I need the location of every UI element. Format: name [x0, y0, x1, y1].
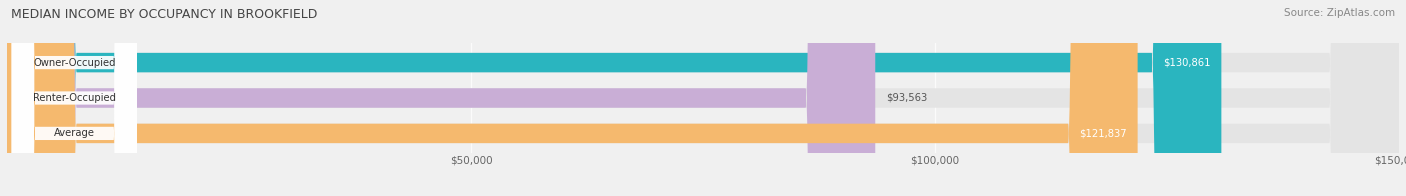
FancyBboxPatch shape	[11, 0, 136, 196]
Text: Source: ZipAtlas.com: Source: ZipAtlas.com	[1284, 8, 1395, 18]
FancyBboxPatch shape	[11, 0, 136, 196]
Text: Owner-Occupied: Owner-Occupied	[34, 58, 115, 68]
Text: $121,837: $121,837	[1078, 128, 1126, 138]
FancyBboxPatch shape	[7, 0, 1137, 196]
FancyBboxPatch shape	[7, 0, 1399, 196]
Text: MEDIAN INCOME BY OCCUPANCY IN BROOKFIELD: MEDIAN INCOME BY OCCUPANCY IN BROOKFIELD	[11, 8, 318, 21]
FancyBboxPatch shape	[7, 0, 1399, 196]
FancyBboxPatch shape	[11, 0, 136, 196]
Text: Average: Average	[53, 128, 94, 138]
FancyBboxPatch shape	[7, 0, 876, 196]
Text: $93,563: $93,563	[886, 93, 928, 103]
FancyBboxPatch shape	[7, 0, 1222, 196]
FancyBboxPatch shape	[7, 0, 1399, 196]
Text: Renter-Occupied: Renter-Occupied	[32, 93, 115, 103]
Text: $130,861: $130,861	[1163, 58, 1211, 68]
